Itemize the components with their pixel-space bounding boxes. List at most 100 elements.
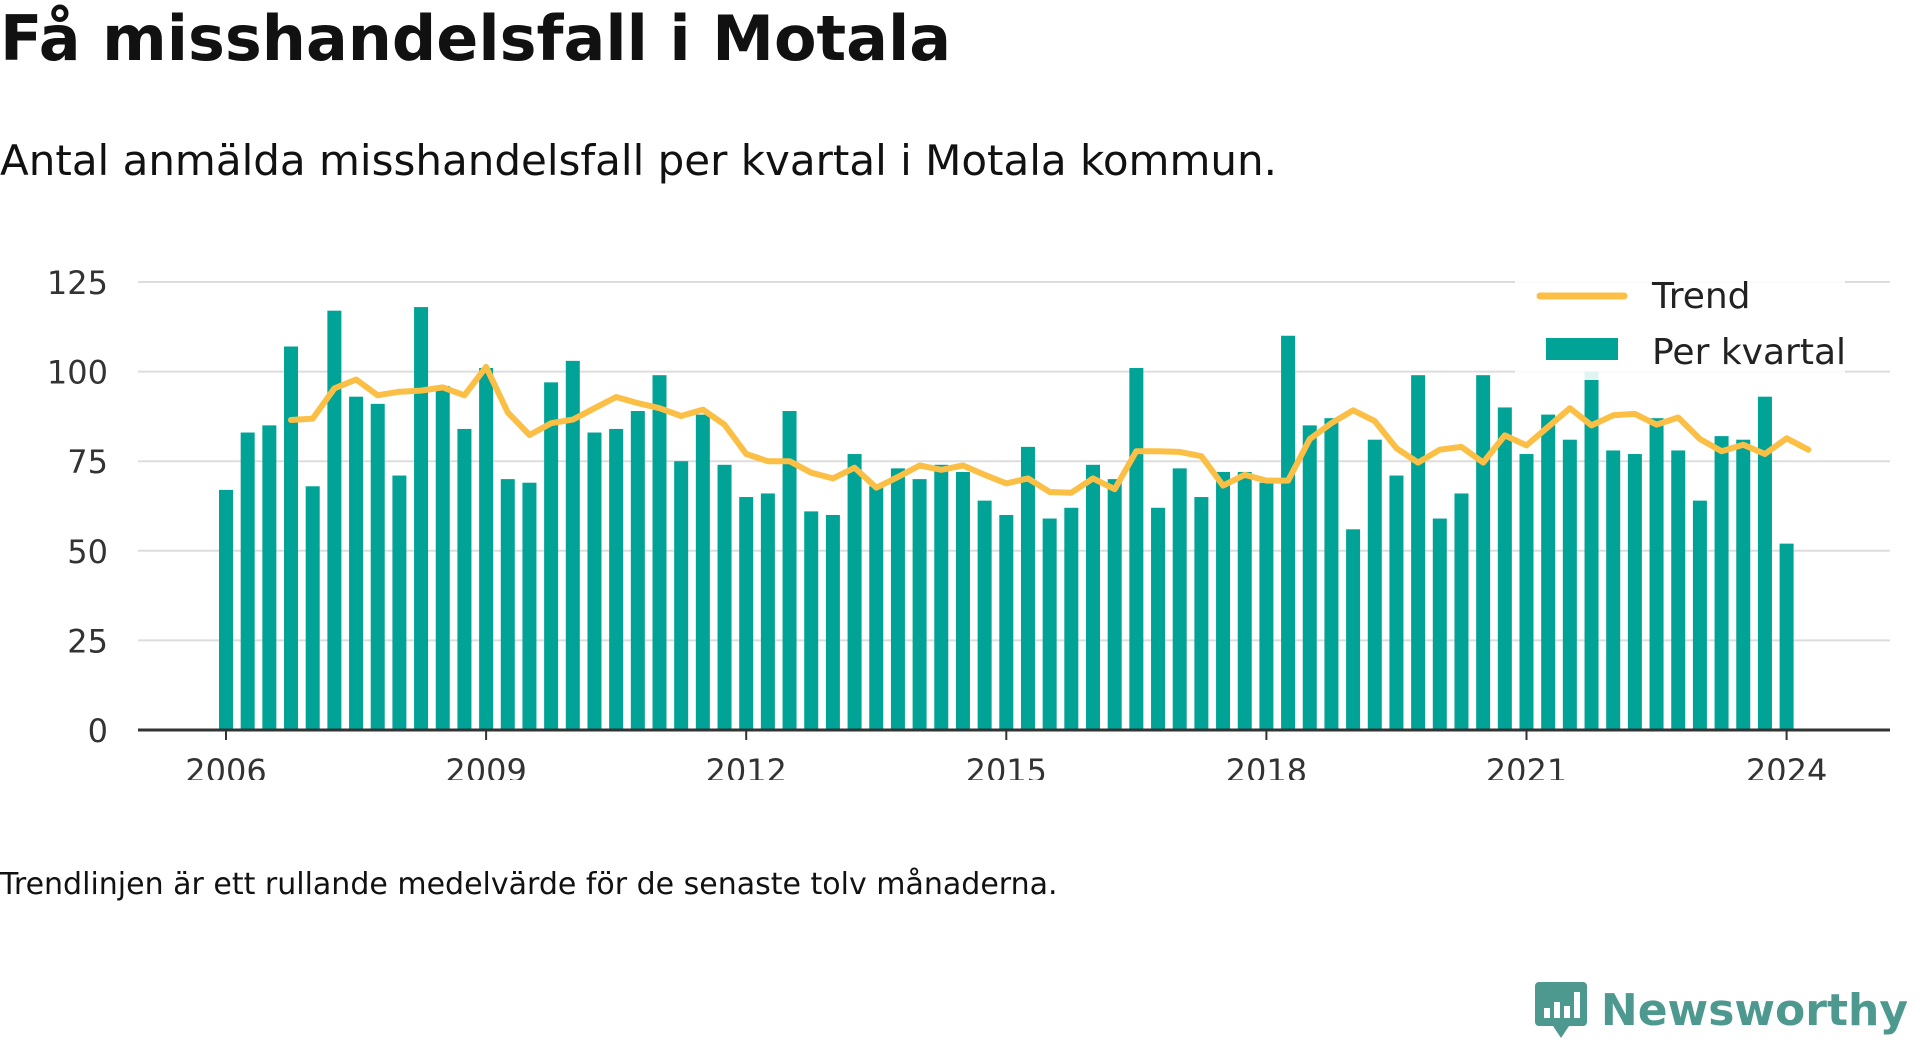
bar-2019-Q1: [1346, 529, 1361, 730]
brand-name: Newsworthy: [1600, 985, 1908, 1036]
legend-background: [1515, 268, 1845, 380]
bar-2016-Q3: [1129, 368, 1144, 730]
bar-series-per-kvartal: [219, 307, 1794, 730]
x-tick-label-2021: 2021: [1486, 752, 1567, 780]
bar-2011-Q4: [717, 464, 732, 730]
legend-trend-label: Trend: [1651, 276, 1751, 317]
bar-2013-Q4: [890, 468, 905, 730]
bar-2010-Q3: [609, 428, 624, 730]
bar-2009-Q2: [500, 479, 515, 730]
bar-2014-Q1: [912, 479, 927, 730]
legend: Trend Per kvartal: [1515, 268, 1846, 380]
bar-2006-Q1: [219, 489, 233, 730]
x-tick-label-2009: 2009: [445, 752, 526, 780]
legend-bar-label: Per kvartal: [1652, 332, 1846, 373]
bar-2012-Q1: [739, 497, 754, 730]
bar-2022-Q3: [1649, 418, 1664, 730]
bar-2018-Q2: [1281, 335, 1296, 730]
bar-2008-Q2: [414, 307, 429, 730]
bar-2024-Q1: [1779, 543, 1794, 730]
bar-2021-Q4: [1584, 371, 1599, 730]
bar-2023-Q1: [1692, 500, 1707, 730]
trend-line: [288, 363, 1812, 496]
bar-2007-Q2: [327, 310, 342, 730]
line-series-trend: [288, 363, 1812, 496]
y-tick-label-75: 75: [67, 443, 108, 481]
bar-2012-Q2: [760, 493, 775, 730]
bar-2006-Q4: [284, 346, 299, 730]
newsworthy-logo-icon: [1534, 982, 1587, 1038]
bar-2015-Q4: [1064, 507, 1079, 730]
bar-2016-Q2: [1107, 479, 1122, 730]
bar-2007-Q4: [370, 403, 385, 730]
x-tick-label-2012: 2012: [705, 752, 786, 780]
bar-2012-Q4: [804, 511, 819, 730]
x-tick-label-2006: 2006: [185, 752, 266, 780]
bar-2020-Q1: [1432, 518, 1447, 730]
bar-2022-Q2: [1627, 454, 1642, 730]
x-tick-label-2024: 2024: [1746, 752, 1827, 780]
bar-2015-Q1: [999, 514, 1014, 730]
bar-2020-Q3: [1476, 375, 1491, 730]
bar-2011-Q2: [674, 461, 689, 730]
bar-2013-Q1: [825, 514, 840, 730]
bar-2017-Q1: [1172, 468, 1187, 730]
bar-2007-Q1: [305, 486, 320, 730]
x-tick-label-2015: 2015: [966, 752, 1047, 780]
bar-2022-Q1: [1606, 450, 1621, 730]
y-tick-label-25: 25: [67, 622, 108, 660]
chart-title: Få misshandelsfall i Motala: [0, 2, 952, 75]
bar-2010-Q2: [587, 432, 602, 730]
bar-2017-Q3: [1216, 471, 1231, 730]
bar-2019-Q4: [1411, 375, 1426, 730]
bar-2023-Q2: [1714, 436, 1729, 730]
bar-2014-Q2: [934, 464, 949, 730]
bar-2012-Q3: [782, 411, 797, 730]
y-tick-label-0: 0: [88, 712, 108, 750]
chart-subtitle: Antal anmälda misshandelsfall per kvarta…: [0, 136, 1277, 185]
bar-2022-Q4: [1671, 450, 1686, 730]
bar-2008-Q4: [457, 428, 472, 730]
bar-2019-Q3: [1389, 475, 1404, 730]
bar-2009-Q4: [544, 382, 559, 730]
bar-2011-Q1: [652, 375, 667, 730]
bar-2010-Q4: [630, 411, 645, 730]
bar-2007-Q3: [349, 396, 364, 730]
y-tick-label-100: 100: [47, 354, 108, 392]
bar-2015-Q2: [1020, 446, 1035, 730]
bar-2006-Q3: [262, 425, 277, 730]
x-axis-tick-labels: 2006 2009 2012 2015 2018 2021 2024: [185, 730, 1827, 780]
legend-bar-swatch: [1546, 338, 1618, 360]
bar-2016-Q4: [1151, 507, 1166, 730]
chart-footnote: Trendlinjen är ett rullande medelvärde f…: [0, 867, 1058, 902]
bar-2013-Q2: [847, 454, 862, 730]
bar-2018-Q4: [1324, 418, 1339, 730]
bar-2023-Q3: [1736, 439, 1751, 730]
bar-2014-Q4: [977, 500, 992, 730]
bar-2023-Q4: [1757, 396, 1772, 730]
bar-2008-Q1: [392, 475, 407, 730]
bar-2009-Q1: [479, 368, 494, 730]
bar-2021-Q1: [1519, 454, 1534, 730]
y-axis-tick-labels: 0 25 50 75 100 125: [47, 264, 108, 750]
bar-2008-Q3: [435, 385, 450, 730]
bar-2020-Q2: [1454, 493, 1469, 730]
bar-2020-Q4: [1497, 407, 1512, 730]
bar-2013-Q3: [869, 486, 884, 730]
y-tick-label-50: 50: [67, 533, 108, 571]
bar-2015-Q3: [1042, 518, 1057, 730]
bar-2014-Q3: [955, 471, 970, 730]
bar-2010-Q1: [565, 360, 580, 730]
bar-2021-Q3: [1562, 439, 1577, 730]
bar-2018-Q3: [1302, 425, 1317, 730]
bar-2006-Q2: [240, 432, 255, 730]
bar-2016-Q1: [1086, 464, 1100, 730]
bar-2009-Q3: [522, 482, 537, 730]
bar-2017-Q4: [1237, 471, 1252, 730]
brand-logo: Newsworthy: [1534, 982, 1908, 1039]
bar-2018-Q1: [1259, 482, 1274, 730]
x-tick-label-2018: 2018: [1226, 752, 1307, 780]
bar-2011-Q3: [695, 414, 710, 730]
y-tick-label-125: 125: [47, 264, 108, 302]
